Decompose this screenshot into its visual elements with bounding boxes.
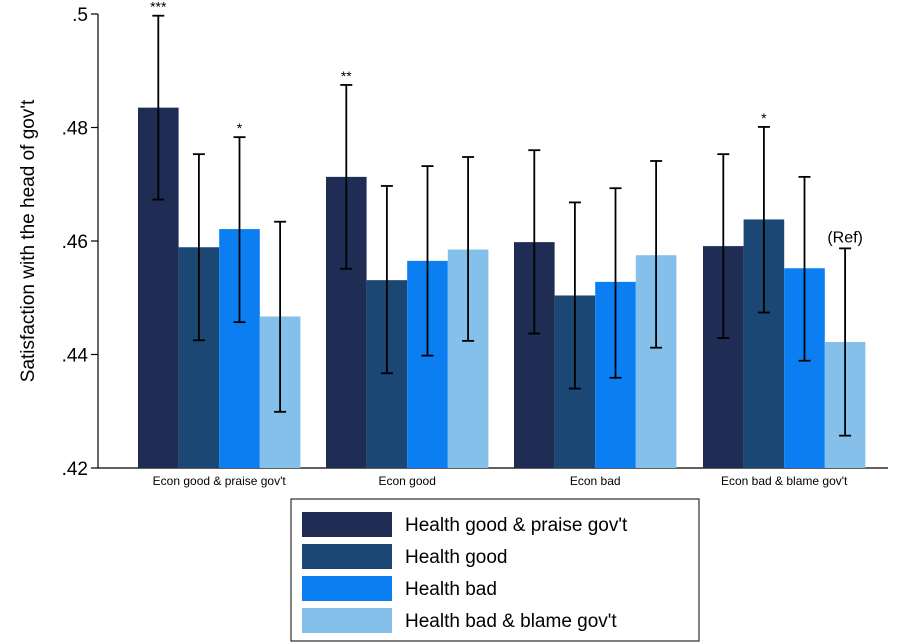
significance-label: ** [341,68,352,84]
legend-swatch [302,576,392,601]
significance-label: *** [150,0,167,15]
legend-label: Health good [405,547,507,568]
legend-swatch [302,512,392,537]
y-tick-label: .46 [62,232,88,253]
y-axis-label: Satisfaction with the head of gov't [18,99,39,382]
legend-label: Health good & praise gov't [405,515,628,536]
x-tick-label: Econ bad & blame gov't [721,474,848,488]
legend-swatch [302,544,392,569]
significance-label: * [761,110,767,126]
plot-area: .42.44.46.48.5 *******(Ref)Econ good & pr… [62,0,888,488]
y-tick-label: .42 [62,459,88,480]
y-tick-label: .44 [62,346,89,367]
legend-swatch [302,608,392,633]
y-tick-label: .48 [62,119,88,140]
y-tick-label: .5 [72,5,88,26]
legend-label: Health bad & blame gov't [405,611,617,632]
legend: Health good & praise gov't Health good Hea… [290,498,700,642]
x-tick-label: Econ good & praise gov't [153,474,287,488]
x-tick-label: Econ bad [570,474,621,488]
reference-label: (Ref) [827,229,863,246]
x-tick-label: Econ good [379,474,436,488]
legend-label: Health bad [405,579,497,600]
significance-label: * [237,120,243,136]
